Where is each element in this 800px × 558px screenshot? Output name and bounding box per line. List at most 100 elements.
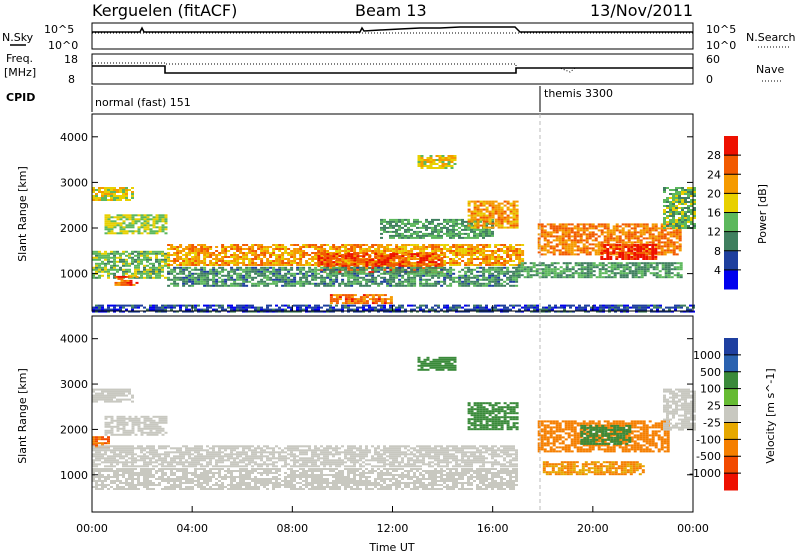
power-cell-r6 (494, 275, 497, 277)
power-cell-r2 (140, 251, 143, 253)
power-cell-r7 (351, 302, 354, 304)
power-cell-r4 (452, 260, 455, 262)
power-cell-r6 (188, 271, 191, 273)
power-cell-r14 (663, 201, 666, 203)
power-cell-r4 (380, 250, 383, 252)
power-cell-r13 (656, 266, 659, 268)
power-cell-r4 (467, 244, 470, 246)
power-cell-r15 (152, 309, 155, 311)
power-cell-r11 (556, 249, 559, 251)
power-cell-r15 (434, 309, 437, 311)
power-cell-r2 (104, 265, 107, 267)
power-cell-r13 (614, 276, 617, 278)
power-cell-r4 (185, 252, 188, 254)
power-cell-r6 (455, 281, 458, 283)
power-cell-r10 (427, 167, 430, 169)
power-cell-r15 (236, 305, 239, 307)
power-cell-r5 (425, 255, 428, 257)
power-cell-r6 (266, 269, 269, 271)
power-cell-r4 (344, 250, 347, 252)
power-cell-r15 (380, 307, 383, 309)
power-cell-r6 (494, 281, 497, 283)
power-cell-r12 (630, 252, 633, 254)
power-cell-r6 (485, 277, 488, 279)
power-cell-r6 (260, 271, 263, 273)
power-cell-r5 (317, 255, 320, 257)
power-cell-r6 (269, 283, 272, 285)
power-cell-r1 (117, 232, 120, 234)
power-cell-r6 (482, 277, 485, 279)
power-cell-r15 (422, 305, 425, 307)
power-cell-r1 (162, 224, 165, 226)
power-cell-r6 (182, 285, 185, 287)
power-cell-r1 (147, 214, 150, 216)
power-cell-r5 (395, 253, 398, 255)
power-cell-r12 (609, 246, 612, 248)
power-cell-r4 (260, 254, 263, 256)
power-cell-r13 (578, 268, 581, 270)
power-cell-r5 (338, 259, 341, 261)
power-cell-r6 (365, 281, 368, 283)
power-cell-r6 (413, 283, 416, 285)
power-cell-r7 (375, 300, 378, 302)
power-cell-r6 (260, 267, 263, 269)
power-cell-r4 (299, 264, 302, 266)
power-cell-r8 (443, 221, 446, 223)
power-cell-r6 (461, 285, 464, 287)
power-cell-r8 (407, 221, 410, 223)
power-cell-r6 (215, 271, 218, 273)
power-cell-r14 (663, 187, 666, 189)
power-cell-r13 (542, 270, 545, 272)
power-cell-r0 (125, 199, 128, 201)
power-cell-r6 (407, 283, 410, 285)
power-cell-r6 (410, 281, 413, 283)
power-cell-r15 (317, 305, 320, 307)
power-cell-r6 (326, 269, 329, 271)
power-cell-r12 (636, 258, 639, 260)
power-cell-r1 (141, 226, 144, 228)
power-cell-r11 (547, 235, 550, 237)
power-cell-r4 (485, 246, 488, 248)
power-cell-r4 (290, 250, 293, 252)
power-cell-r11 (598, 241, 601, 243)
power-cell-r14 (669, 211, 672, 213)
power-cell-r12 (651, 246, 654, 248)
power-cell-r10 (433, 161, 436, 163)
power-cell-r2 (137, 271, 140, 273)
power-cell-r6 (497, 281, 500, 283)
power-cell-r11 (562, 239, 565, 241)
power-cell-r12 (639, 256, 642, 258)
power-cell-r6 (380, 267, 383, 269)
power-cell-r12 (618, 256, 621, 258)
power-cell-r4 (344, 260, 347, 262)
power-cell-r5 (419, 261, 422, 263)
power-cell-r4 (335, 246, 338, 248)
power-cell-r4 (395, 246, 398, 248)
power-cell-r6 (215, 269, 218, 271)
power-cell-r4 (224, 264, 227, 266)
power-cell-r6 (512, 275, 515, 277)
power-cell-r6 (449, 275, 452, 277)
power-cell-r5 (335, 259, 338, 261)
power-cell-r0 (122, 193, 125, 195)
power-cell-r4 (512, 248, 515, 250)
power-cell-r15 (455, 307, 458, 309)
power-cell-r6 (341, 275, 344, 277)
power-cell-r6 (347, 279, 350, 281)
power-cell-r4 (269, 246, 272, 248)
power-cell-r15 (98, 307, 101, 309)
power-cell-r6 (416, 271, 419, 273)
power-cell-r8 (431, 219, 434, 221)
power-cell-r5 (407, 263, 410, 265)
power-cell-r4 (320, 244, 323, 246)
power-cell-r14 (675, 195, 678, 197)
power-cell-r1 (135, 230, 138, 232)
power-cell-r1 (159, 226, 162, 228)
power-cell-r11 (544, 249, 547, 251)
power-cell-r6 (353, 275, 356, 277)
power-cell-r10 (427, 157, 430, 159)
power-cell-r8 (446, 231, 449, 233)
power-cell-r6 (230, 279, 233, 281)
power-cell-r11 (592, 233, 595, 235)
power-cell-r5 (380, 261, 383, 263)
